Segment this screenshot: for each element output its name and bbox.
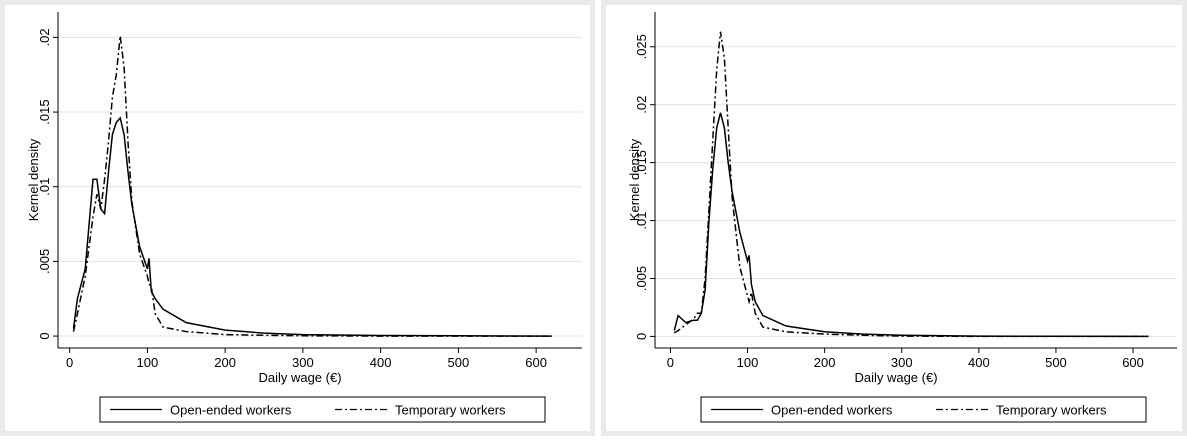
y-axis-label: Kernel density (627, 138, 642, 221)
legend (99, 396, 546, 423)
y-tick-label: 0 (37, 332, 52, 339)
y-tick-label: .015 (634, 150, 649, 175)
x-tick-label: 200 (214, 355, 236, 370)
x-tick-label: 200 (814, 355, 836, 370)
x-tick-label: 600 (525, 355, 547, 370)
series-line (72, 35, 552, 337)
y-tick-label: .01 (37, 178, 52, 196)
legend-label: Temporary workers (996, 403, 1107, 418)
y-tick-label: .02 (634, 96, 649, 114)
y-tick-label: 0 (634, 333, 649, 340)
panel (5, 5, 590, 431)
x-tick-label: 500 (1045, 355, 1067, 370)
legend (700, 396, 1147, 423)
x-axis-label: Daily wage (€) (258, 370, 341, 385)
x-tick-label: 0 (667, 355, 674, 370)
panel (606, 5, 1182, 431)
y-axis-label: Kernel density (26, 138, 41, 221)
x-tick-label: 600 (1122, 355, 1144, 370)
x-tick-label: 300 (292, 355, 314, 370)
y-tick-label: .01 (634, 212, 649, 230)
series-line (673, 112, 1149, 338)
x-tick-label: 400 (370, 355, 392, 370)
y-tick-label: .02 (37, 28, 52, 46)
x-tick-label: 300 (891, 355, 913, 370)
x-tick-label: 100 (737, 355, 759, 370)
y-tick-label: .015 (37, 99, 52, 124)
x-axis-label: Daily wage (€) (854, 370, 937, 385)
y-tick-label: .025 (634, 34, 649, 59)
x-tick-label: 100 (137, 355, 159, 370)
x-tick-label: 500 (448, 355, 470, 370)
legend-label: Temporary workers (395, 403, 506, 418)
x-tick-label: 400 (968, 355, 990, 370)
x-tick-label: 0 (66, 355, 73, 370)
legend-label: Open-ended workers (771, 403, 893, 418)
legend-label: Open-ended workers (170, 403, 292, 418)
series-line (673, 31, 1149, 338)
y-tick-label: .005 (634, 266, 649, 291)
y-tick-label: .005 (37, 249, 52, 274)
